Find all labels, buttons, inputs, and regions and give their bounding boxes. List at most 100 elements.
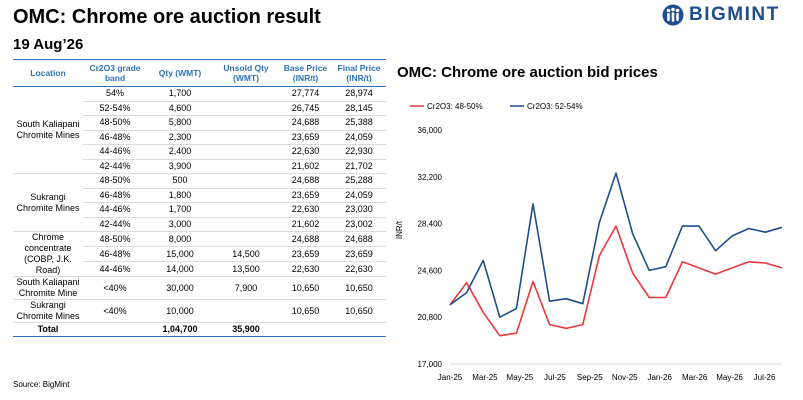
base-cell: 23,659 <box>279 246 332 262</box>
total-qty-cell: 1,04,700 <box>147 322 213 337</box>
grade-cell: 46-48% <box>83 130 147 145</box>
qty-cell: 8,000 <box>147 231 213 247</box>
unsold-cell: 7,900 <box>213 276 279 300</box>
base-cell: 24,688 <box>279 115 332 131</box>
unsold-cell <box>213 130 279 145</box>
y-axis: 17,000 20,800 24,600 28,400 32,200 36,000 <box>418 126 443 369</box>
chart-title: OMC: Chrome ore auction bid prices <box>397 64 658 81</box>
unsold-cell <box>213 173 279 189</box>
table-row: 48-50% 5,800 24,688 25,388 <box>13 115 386 131</box>
total-empty-cell <box>332 322 386 337</box>
total-label-cell: Total <box>13 322 83 337</box>
report-date: 19 Aug’26 <box>13 36 84 53</box>
final-cell: 10,650 <box>332 276 386 300</box>
qty-cell: 5,800 <box>147 115 213 131</box>
location-cell: South Kaliapani Chromite Mines <box>13 86 83 174</box>
unsold-cell <box>213 217 279 232</box>
unsold-cell <box>213 159 279 174</box>
column-header: Base Price (INR/t) <box>279 59 332 87</box>
location-cell: Chrome concentrate (COBP, J.K. Road) <box>13 231 83 277</box>
grade-cell: 46-48% <box>83 188 147 203</box>
qty-cell: 3,000 <box>147 217 213 232</box>
grade-cell: 54% <box>83 86 147 102</box>
logo-text: BIGMINT <box>689 4 780 25</box>
x-tick-label: Mar-26 <box>682 373 708 382</box>
table-row: 42-44% 3,000 21,602 23,002 <box>13 217 386 232</box>
qty-cell: 4,600 <box>147 101 213 116</box>
final-cell: 22,630 <box>332 261 386 277</box>
grade-cell: 48-50% <box>83 231 147 247</box>
final-cell: 24,059 <box>332 188 386 203</box>
y-tick-label: 36,000 <box>418 126 443 135</box>
grade-cell: 42-44% <box>83 217 147 232</box>
y-tick-label: 32,200 <box>418 173 443 182</box>
grade-cell: 48-50% <box>83 173 147 189</box>
qty-cell: 10,000 <box>147 299 213 323</box>
unsold-cell <box>213 299 279 323</box>
final-cell: 25,288 <box>332 173 386 189</box>
x-tick-label: Jan-25 <box>438 373 463 382</box>
y-tick-label: 28,400 <box>418 220 443 229</box>
y-tick-label: 20,800 <box>418 313 443 322</box>
table-header-row: Location Cr2O3 grade band Qty (WMT) Unso… <box>13 59 386 87</box>
table-row: Chrome concentrate (COBP, J.K. Road) 48-5… <box>13 231 386 277</box>
base-cell: 21,602 <box>279 217 332 232</box>
grade-cell: 44-46% <box>83 144 147 160</box>
unsold-cell <box>213 202 279 218</box>
table-row: South Kaliapani Chromite Mines 54% 1,700 27… <box>13 86 386 174</box>
qty-cell: 1,700 <box>147 202 213 218</box>
location-cell: Sukrangi Chromite Mines <box>13 299 83 323</box>
table-row: 52-54% 4,600 26,745 28,145 <box>13 101 386 116</box>
final-cell: 22,930 <box>332 144 386 160</box>
final-cell: 23,659 <box>332 246 386 262</box>
final-cell: 23,002 <box>332 217 386 232</box>
legend-label: Cr2O3: 48-50% <box>427 102 483 111</box>
final-cell: 21,702 <box>332 159 386 174</box>
series-line-cr2o3-52-54 <box>449 172 783 318</box>
grade-cell: 52-54% <box>83 101 147 116</box>
table-row: 46-48% 15,000 14,500 23,659 23,659 <box>13 246 386 262</box>
table-row: 46-48% 1,800 23,659 24,059 <box>13 188 386 203</box>
unsold-cell <box>213 86 279 102</box>
bid-price-line-chart: Cr2O3: 48-50% Cr2O3: 52-54% 17,000 20,800 2… <box>395 102 783 382</box>
qty-cell: 500 <box>147 173 213 189</box>
series-line-cr2o3-48-50 <box>449 225 783 337</box>
table-row: South Kaliapani Chromite Mine <40% 30,000 7… <box>13 276 386 300</box>
qty-cell: 2,400 <box>147 144 213 160</box>
qty-cell: 1,800 <box>147 188 213 203</box>
unsold-cell <box>213 115 279 131</box>
x-axis: Jan-25 Mar-25 May-25 Jul-25 Sep-25 Nov-25 Jan-… <box>438 363 782 382</box>
base-cell: 27,774 <box>279 86 332 102</box>
table-row: 44-46% 14,000 13,500 22,630 22,630 <box>13 261 386 277</box>
y-axis-label: INR/t <box>395 220 404 239</box>
location-cell: Sukrangi Chromite Mines <box>13 173 83 232</box>
base-cell: 26,745 <box>279 101 332 116</box>
qty-cell: 3,900 <box>147 159 213 174</box>
grade-cell: <40% <box>83 276 147 300</box>
auction-table: Location Cr2O3 grade band Qty (WMT) Unso… <box>13 59 386 337</box>
total-empty-cell <box>83 322 147 337</box>
page-title: OMC: Chrome ore auction result <box>13 6 321 28</box>
chart-legend: Cr2O3: 48-50% Cr2O3: 52-54% <box>410 102 583 111</box>
grade-cell: 44-46% <box>83 261 147 277</box>
base-cell: 21,602 <box>279 159 332 174</box>
qty-cell: 30,000 <box>147 276 213 300</box>
total-row: Total 1,04,700 35,900 <box>13 322 386 337</box>
column-header: Location <box>13 59 83 87</box>
unsold-cell: 14,500 <box>213 246 279 262</box>
base-cell: 22,630 <box>279 261 332 277</box>
bigmint-logo-icon <box>662 4 684 26</box>
qty-cell: 15,000 <box>147 246 213 262</box>
grade-cell: 42-44% <box>83 159 147 174</box>
final-cell: 25,388 <box>332 115 386 131</box>
grade-cell: 44-46% <box>83 202 147 218</box>
qty-cell: 2,300 <box>147 130 213 145</box>
table-row: 44-46% 2,400 22,630 22,930 <box>13 144 386 160</box>
final-cell: 24,059 <box>332 130 386 145</box>
location-cell: South Kaliapani Chromite Mine <box>13 276 83 300</box>
total-empty-cell <box>279 322 332 337</box>
base-cell: 10,650 <box>279 276 332 300</box>
unsold-cell <box>213 188 279 203</box>
qty-cell: 14,000 <box>147 261 213 277</box>
qty-cell: 1,700 <box>147 86 213 102</box>
